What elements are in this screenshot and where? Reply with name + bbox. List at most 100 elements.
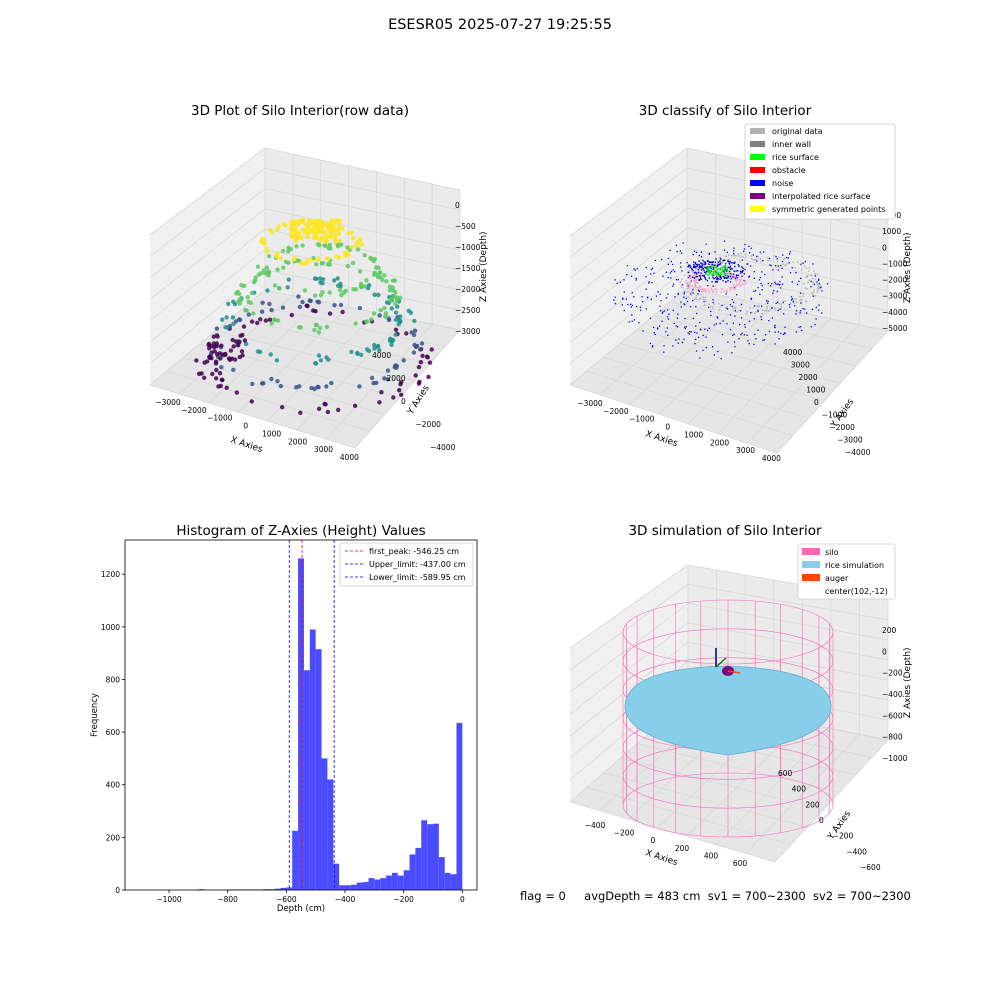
noise-point	[789, 306, 791, 308]
noise-point	[645, 308, 647, 310]
noise-point	[741, 270, 743, 272]
original-data-point	[766, 309, 768, 311]
original-data-point	[688, 270, 690, 272]
raw-data-point	[389, 342, 394, 347]
raw-data-point	[399, 392, 404, 397]
raw-data-point	[300, 299, 305, 305]
raw-data-point	[335, 229, 341, 234]
noise-point	[671, 263, 674, 266]
original-data-point	[724, 255, 727, 258]
histogram-bar	[350, 884, 357, 890]
noise-point	[818, 304, 820, 306]
interpolated-point	[720, 291, 722, 293]
rice-surface-point	[721, 267, 723, 269]
raw-data-point	[296, 294, 301, 299]
noise-point	[734, 310, 736, 312]
original-data-point	[769, 308, 772, 311]
panel2-y-tick: 3000	[791, 361, 810, 370]
raw-data-point	[280, 305, 286, 310]
raw-data-point	[372, 256, 377, 262]
noise-point	[715, 271, 717, 273]
histogram-bar	[374, 879, 381, 890]
rice-surface-point	[722, 266, 724, 268]
raw-data-point	[234, 390, 239, 395]
noise-point	[732, 273, 735, 275]
noise-point	[682, 242, 684, 244]
panel2-grid	[569, 147, 889, 454]
raw-data-point	[323, 237, 328, 242]
noise-point	[683, 296, 685, 298]
noise-point	[743, 280, 745, 282]
noise-point	[814, 324, 816, 326]
raw-data-point	[298, 219, 303, 224]
noise-point	[689, 331, 691, 333]
interpolated-point	[688, 282, 691, 284]
noise-point	[818, 283, 820, 285]
raw-data-point	[337, 218, 342, 223]
original-data-point	[796, 261, 799, 263]
noise-point	[659, 305, 661, 307]
raw-data-point	[207, 355, 213, 361]
raw-data-point	[382, 376, 387, 381]
noise-point	[738, 338, 740, 340]
raw-data-point	[346, 230, 351, 235]
original-data-point	[693, 298, 696, 300]
noise-point	[655, 295, 658, 297]
original-data-point	[805, 276, 808, 279]
panel4-x-tick: 200	[675, 844, 690, 853]
original-data-point	[734, 307, 736, 309]
noise-point	[705, 278, 707, 281]
original-data-point	[750, 255, 752, 257]
noise-point	[692, 292, 694, 294]
noise-point	[670, 260, 672, 263]
original-data-point	[799, 300, 801, 302]
raw-data-point	[234, 291, 239, 296]
original-data-point	[742, 256, 744, 258]
interpolated-point	[716, 291, 718, 293]
noise-point	[686, 262, 688, 264]
noise-point	[716, 281, 718, 283]
raw-data-point	[376, 265, 381, 270]
interpolated-point	[737, 279, 739, 281]
original-data-point	[745, 253, 747, 256]
original-data-point	[780, 307, 783, 310]
noise-point	[694, 271, 697, 273]
raw-data-point	[327, 290, 332, 295]
noise-point	[698, 260, 700, 262]
raw-data-point	[228, 348, 234, 353]
noise-point	[799, 310, 802, 312]
noise-point	[666, 309, 669, 311]
noise-point	[631, 314, 633, 316]
original-data-point	[784, 300, 786, 302]
raw-data-point	[292, 256, 297, 261]
raw-data-point	[214, 326, 220, 331]
original-data-point	[773, 255, 776, 257]
original-data-point	[817, 284, 819, 286]
noise-point	[821, 312, 823, 314]
noise-point	[684, 326, 686, 328]
noise-point	[653, 272, 655, 274]
raw-data-point	[299, 235, 304, 240]
panel2-z-tick: 0	[882, 243, 887, 252]
noise-point	[767, 302, 769, 304]
original-data-point	[712, 307, 714, 310]
noise-point	[693, 277, 695, 279]
noise-point	[771, 317, 773, 319]
raw-data-point	[274, 252, 279, 258]
raw-data-point	[263, 318, 269, 323]
noise-point	[826, 283, 829, 285]
raw-data-point	[308, 258, 314, 263]
noise-point	[692, 254, 694, 256]
raw-data-point	[345, 263, 351, 269]
noise-point	[731, 352, 733, 354]
noise-point	[699, 277, 702, 279]
noise-point	[680, 301, 682, 303]
original-data-point	[680, 285, 683, 288]
original-data-point	[793, 298, 795, 301]
panel1-y-tick: −4000	[430, 443, 456, 452]
original-data-point	[811, 277, 814, 280]
noise-point	[794, 305, 796, 307]
original-data-point	[803, 265, 806, 268]
raw-data-point	[316, 300, 322, 305]
noise-point	[661, 312, 663, 314]
